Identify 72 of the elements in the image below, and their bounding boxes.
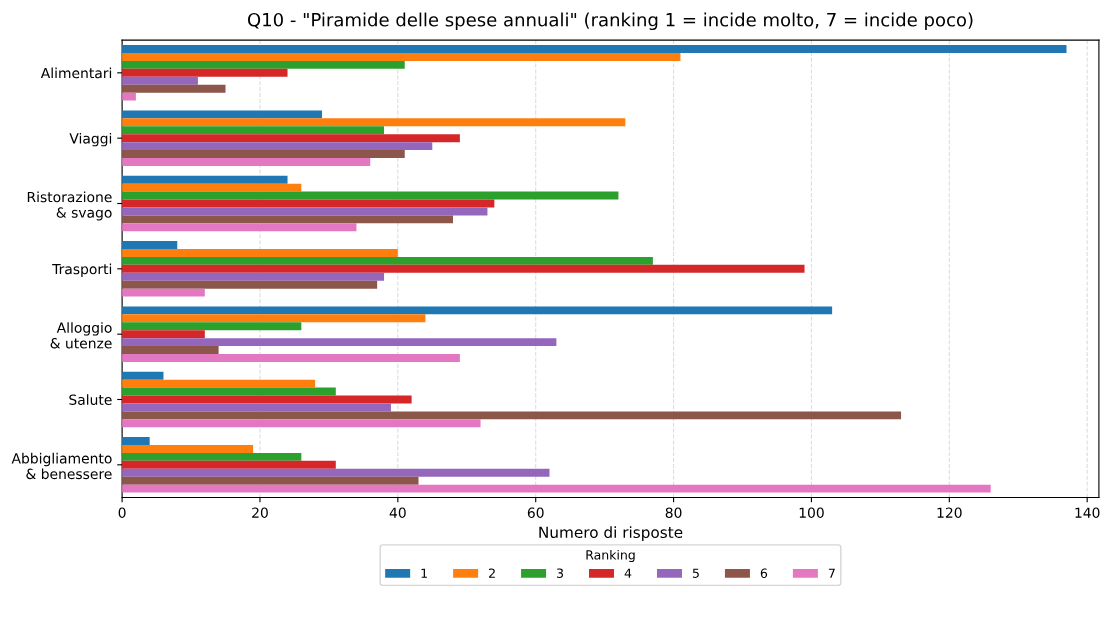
x-tick-label: 40	[389, 507, 406, 518]
legend-title: Ranking	[586, 549, 635, 562]
bar	[122, 330, 205, 339]
legend-label: 2	[489, 568, 495, 578]
bar	[122, 484, 991, 493]
y-tick-label: Viaggi	[69, 132, 112, 147]
legend-label: 5	[692, 568, 699, 578]
bar	[122, 92, 136, 101]
bar	[122, 444, 254, 453]
y-tick-label: Ristorazione & svago	[27, 191, 112, 221]
x-tick-label: 120	[937, 507, 962, 518]
bar	[122, 264, 805, 273]
bar	[122, 280, 378, 289]
bar	[122, 53, 681, 61]
legend-label: 3	[557, 568, 564, 578]
bar	[122, 126, 385, 135]
bar	[122, 215, 453, 224]
legend-label: 6	[760, 568, 768, 578]
bar	[122, 379, 316, 388]
chart-title: Q10 - "Piramide delle spese annuali" (ranking 1 = incide molto, 7 = incide poco)	[247, 12, 973, 31]
bar	[122, 452, 302, 461]
bar	[122, 134, 460, 143]
bar	[122, 322, 302, 331]
x-tick-label: 140	[1075, 507, 1100, 518]
x-axis-title: Numero di risposte	[539, 526, 683, 541]
legend-label: 7	[828, 568, 835, 578]
legend-label: 4	[624, 568, 632, 578]
bar	[122, 223, 357, 232]
y-tick-label: Trasporti	[52, 263, 112, 277]
bar	[122, 256, 653, 265]
bar	[122, 314, 426, 323]
bar	[122, 403, 391, 412]
y-tick-label: Alimentari	[40, 67, 112, 79]
bar	[122, 118, 626, 127]
bar	[122, 338, 557, 347]
bar	[122, 460, 336, 469]
bar	[122, 272, 385, 281]
x-tick-label: 60	[527, 507, 544, 518]
bar	[122, 183, 302, 192]
bar	[122, 142, 433, 151]
x-tick-label: 100	[799, 507, 824, 518]
bar	[122, 306, 833, 315]
x-tick-label: 0	[118, 507, 126, 518]
bar	[122, 191, 619, 200]
bar	[122, 288, 205, 297]
bar	[122, 419, 481, 428]
bar	[122, 387, 336, 396]
legend-label: 1	[421, 568, 427, 578]
bar	[122, 84, 226, 93]
bar	[122, 468, 550, 477]
bar	[122, 45, 1067, 53]
bar	[122, 60, 405, 69]
x-tick-label: 80	[665, 507, 682, 518]
bar	[122, 249, 398, 257]
bar	[122, 207, 488, 216]
bar	[122, 346, 219, 354]
bar	[122, 68, 288, 77]
bar	[122, 76, 198, 85]
bar	[122, 241, 178, 249]
bar	[122, 411, 902, 420]
bar	[122, 175, 288, 184]
bar	[122, 476, 419, 485]
bar	[122, 110, 323, 119]
bar	[122, 353, 460, 362]
bar	[122, 371, 164, 380]
bar	[122, 437, 150, 445]
bar	[122, 150, 405, 158]
bar	[122, 158, 371, 166]
y-tick-label: Abbigliamento & benessere	[11, 452, 112, 480]
x-tick-label: 20	[252, 507, 268, 518]
y-tick-label: Alloggio & utenze	[50, 322, 112, 349]
y-tick-label: Salute	[69, 394, 112, 405]
